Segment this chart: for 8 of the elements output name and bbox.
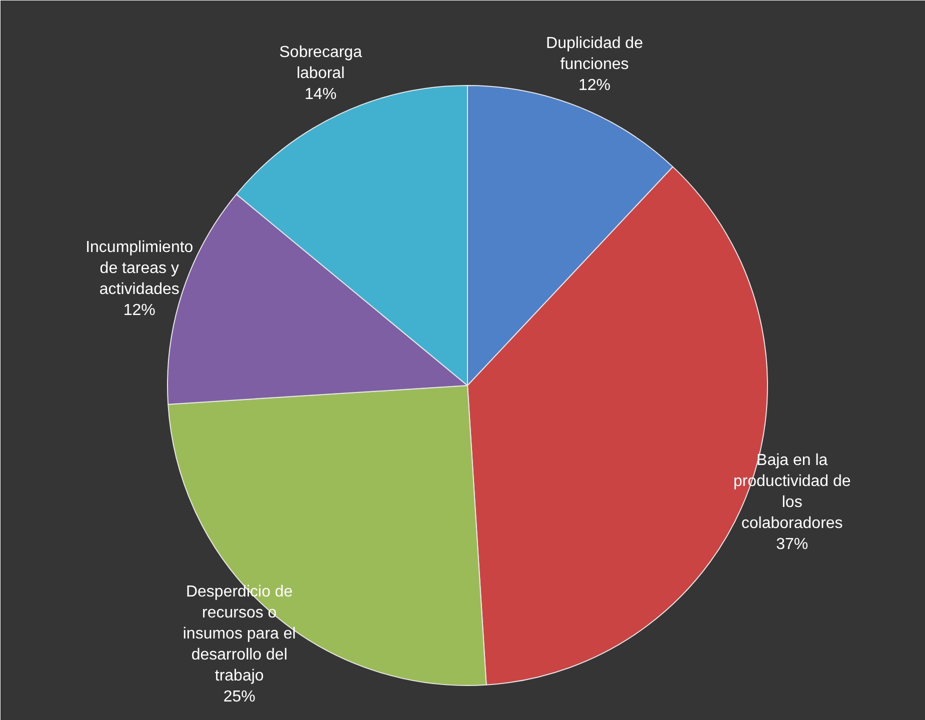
data-label: 25% (223, 688, 256, 706)
data-label: 12% (123, 302, 156, 319)
data-label: 37% (776, 536, 808, 553)
slice-label: Sobrecarga laboral (279, 44, 362, 82)
slice-label: Duplicidad de funciones (546, 35, 644, 74)
data-label: 12% (578, 77, 611, 94)
data-label: 14% (304, 86, 337, 103)
slice-label: Incumplimiento de tareas y actividades (86, 238, 194, 298)
